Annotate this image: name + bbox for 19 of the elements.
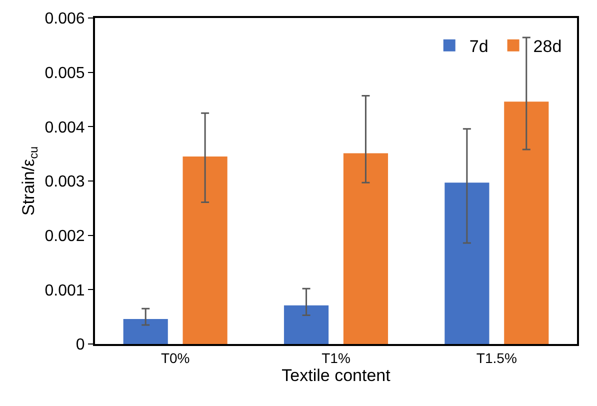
bar <box>182 156 228 344</box>
x-tick-label: T1% <box>322 350 350 366</box>
bar <box>444 182 490 344</box>
y-tick-label: 0 <box>76 336 85 354</box>
y-tick-label: 0.001 <box>44 282 85 300</box>
bar <box>123 319 168 344</box>
y-tick-label: 0.004 <box>44 119 85 136</box>
bar <box>504 102 549 344</box>
bar <box>284 305 329 344</box>
legend-label: 7d <box>469 36 488 56</box>
legend-label: 28d <box>533 36 562 56</box>
y-tick-label: 0.002 <box>44 228 85 245</box>
x-axis-title: Textile content <box>282 366 391 385</box>
y-tick-label: 0.003 <box>44 174 85 191</box>
y-tick-label: 0.005 <box>44 64 85 82</box>
x-tick-label: T1.5% <box>476 350 517 366</box>
x-tick-label: T0% <box>160 350 190 366</box>
bar <box>343 153 388 344</box>
y-tick-label: 0.006 <box>44 10 85 28</box>
